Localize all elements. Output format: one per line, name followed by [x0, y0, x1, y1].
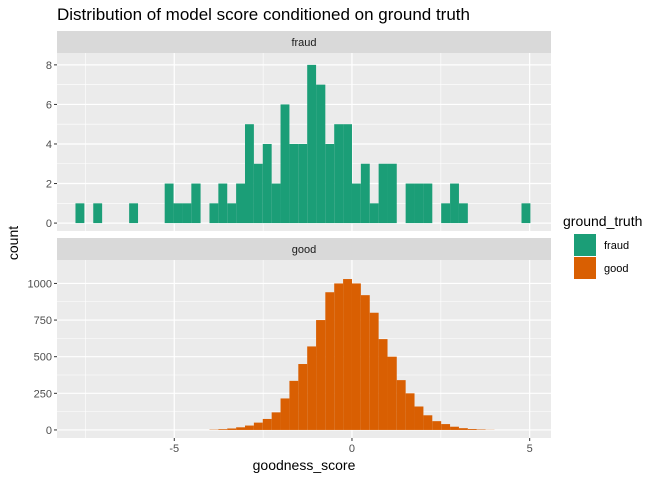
bars-good — [209, 279, 495, 430]
histogram-bar — [280, 398, 290, 430]
histogram-bar — [236, 427, 246, 430]
histogram-bar — [467, 429, 477, 430]
chart-title: Distribution of model score conditioned … — [57, 5, 470, 24]
histogram-bar — [227, 428, 237, 430]
histogram-bar — [298, 364, 308, 430]
panel-fraud: fraud 0 2 4 6 8 — [46, 31, 551, 231]
histogram-bar — [351, 183, 361, 224]
histogram-bar — [280, 104, 290, 224]
y-axis-good: 0 250 500 750 1000 — [28, 278, 57, 437]
histogram-bar — [450, 426, 459, 430]
histogram-bar — [253, 422, 263, 430]
histogram-bar — [405, 393, 415, 430]
histogram-bar — [271, 183, 281, 224]
legend-key-fraud — [574, 234, 596, 256]
histogram-bar — [521, 203, 531, 224]
legend-label-fraud: fraud — [604, 240, 629, 252]
histogram-bar — [423, 415, 433, 430]
histogram-bar — [316, 84, 326, 224]
histogram-bar — [245, 425, 254, 430]
y-axis-fraud: 0 2 4 6 8 — [46, 60, 57, 230]
x-tick-label: -5 — [169, 443, 179, 455]
strip-label-good: good — [292, 244, 316, 256]
histogram-bar — [378, 163, 388, 224]
histogram-bar — [262, 143, 272, 224]
histogram-bar — [378, 339, 388, 430]
histogram-bar — [191, 183, 201, 224]
histogram-bar — [351, 283, 361, 430]
legend-entries: fraud good — [574, 234, 629, 279]
strip-good-background — [57, 238, 551, 260]
y-tick-label: 6 — [46, 99, 52, 111]
histogram-bar — [253, 163, 263, 224]
histogram-bar — [387, 356, 397, 430]
histogram-bar — [414, 406, 424, 430]
legend-key-good — [574, 257, 596, 279]
y-tick-label: 250 — [34, 388, 52, 400]
y-tick-label: 1000 — [28, 278, 52, 290]
strip-label-fraud: fraud — [291, 37, 316, 49]
histogram-bar — [227, 203, 237, 224]
histogram-bar — [343, 124, 352, 224]
x-tick-label: 5 — [527, 443, 533, 455]
panel-good: good 0 250 500 750 1000 — [28, 238, 551, 438]
strip-fraud-background — [57, 31, 551, 53]
histogram-bar — [307, 64, 317, 224]
histogram-bar — [173, 203, 183, 224]
histogram-bar — [129, 203, 139, 224]
histogram-bar — [423, 183, 433, 224]
histogram-bar — [93, 203, 103, 224]
histogram-bar — [334, 283, 344, 430]
histogram-bar — [325, 292, 335, 430]
y-tick-label: 0 — [46, 218, 52, 230]
y-tick-label: 2 — [46, 179, 52, 191]
y-tick-label: 750 — [34, 315, 52, 327]
histogram-bar — [307, 346, 317, 430]
histogram-bar — [262, 418, 272, 430]
histogram-bar — [414, 183, 424, 224]
histogram-bar — [405, 183, 415, 224]
histogram-bar — [432, 421, 442, 430]
histogram-bar — [360, 295, 370, 430]
histogram-bar — [316, 320, 326, 430]
histogram-bar — [360, 163, 370, 224]
x-axis: -5 0 5 — [169, 438, 533, 455]
histogram-bar — [334, 124, 344, 224]
histogram-bar — [182, 203, 192, 224]
x-axis-title: goodness_score — [253, 457, 356, 473]
histogram-bar — [218, 429, 228, 430]
legend-label-good: good — [604, 263, 628, 275]
histogram-bar — [209, 203, 219, 224]
histogram-bar — [458, 428, 468, 430]
histogram-bar — [441, 424, 451, 430]
histogram-bar — [458, 203, 468, 224]
histogram-bar — [164, 183, 174, 224]
histogram-bar — [369, 203, 379, 224]
y-tick-label: 0 — [46, 425, 52, 437]
y-axis-title: count — [5, 226, 21, 260]
x-tick-label: 0 — [349, 443, 355, 455]
legend: ground_truth fraud good — [563, 213, 642, 279]
histogram-bar — [289, 380, 299, 430]
legend-title: ground_truth — [563, 213, 642, 229]
histogram-bar — [325, 143, 335, 224]
bars-fraud — [75, 64, 531, 224]
histogram-bar — [369, 312, 379, 430]
histogram-bar — [396, 380, 406, 430]
histogram-bar — [289, 143, 299, 224]
histogram-bar — [271, 412, 281, 430]
y-tick-label: 500 — [34, 352, 52, 364]
histogram-bar — [218, 183, 228, 224]
y-tick-label: 4 — [46, 139, 52, 151]
histogram-bar — [298, 143, 308, 224]
histogram-bar — [387, 163, 397, 224]
histogram-bar — [75, 203, 85, 224]
histogram-bar — [236, 183, 246, 224]
histogram-bar — [450, 183, 459, 224]
histogram-bar — [441, 203, 451, 224]
histogram-bar — [343, 279, 352, 430]
histogram-bar — [245, 124, 254, 224]
y-tick-label: 8 — [46, 60, 52, 72]
